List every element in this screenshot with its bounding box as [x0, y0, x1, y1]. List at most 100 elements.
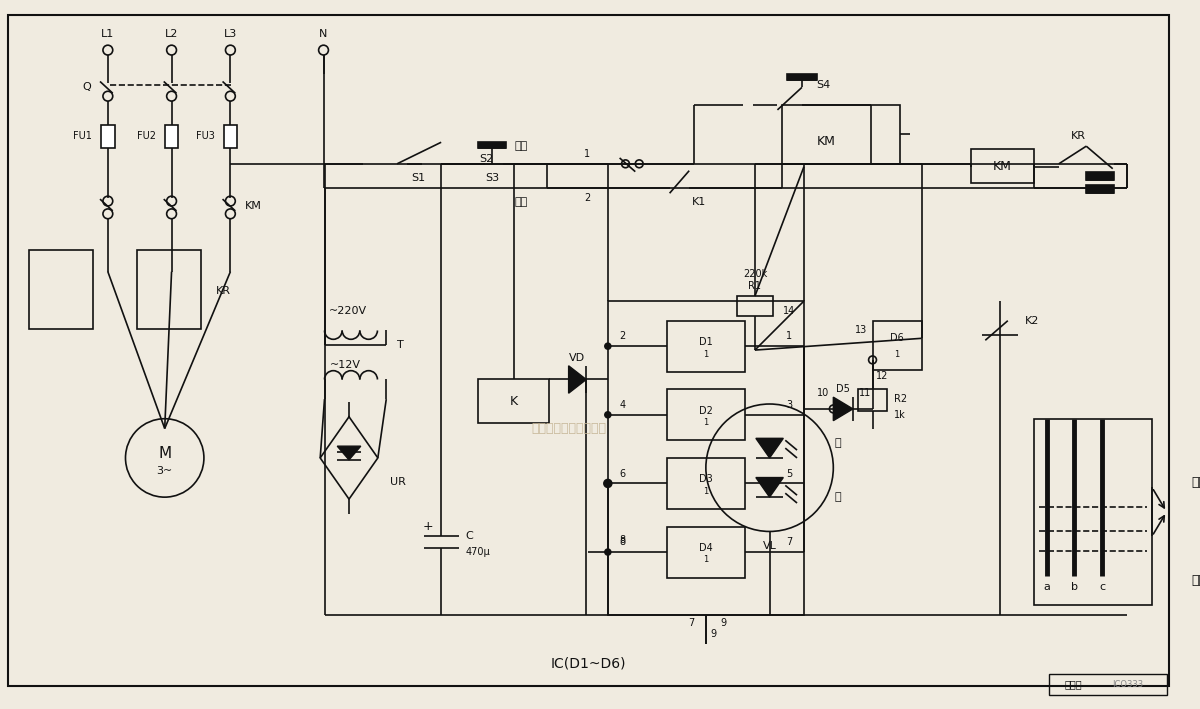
Circle shape	[605, 549, 611, 555]
Bar	[971, 149, 1034, 184]
Text: KR: KR	[1070, 131, 1086, 141]
Bar	[872, 320, 922, 369]
Circle shape	[605, 481, 611, 486]
Text: 5: 5	[786, 469, 792, 479]
Text: D1: D1	[698, 337, 713, 347]
Text: c: c	[1099, 582, 1105, 592]
Polygon shape	[337, 446, 361, 460]
Text: S1: S1	[412, 172, 426, 182]
Polygon shape	[833, 397, 853, 420]
Bar	[667, 458, 745, 509]
Text: IC(D1~D6): IC(D1~D6)	[551, 657, 626, 671]
Text: 10: 10	[817, 389, 829, 398]
Text: b: b	[1070, 582, 1078, 592]
Text: +: +	[422, 520, 433, 533]
Bar	[1034, 419, 1152, 605]
Text: 9: 9	[710, 630, 716, 640]
Polygon shape	[569, 366, 587, 393]
Text: 14: 14	[784, 306, 796, 316]
Circle shape	[604, 479, 612, 487]
Text: 自动: 自动	[514, 197, 528, 207]
Text: M: M	[158, 445, 172, 461]
Bar	[782, 105, 900, 164]
Circle shape	[605, 343, 611, 349]
Text: D3: D3	[698, 474, 713, 484]
Text: FU1: FU1	[73, 131, 92, 141]
Text: 1: 1	[703, 350, 708, 359]
Text: 1: 1	[703, 418, 708, 427]
Text: 4: 4	[619, 400, 625, 410]
Text: 6: 6	[619, 469, 625, 479]
Text: 1k: 1k	[894, 410, 906, 420]
Text: 7: 7	[688, 618, 695, 627]
Bar	[479, 143, 506, 148]
Text: a: a	[1044, 582, 1050, 592]
Text: FU2: FU2	[137, 131, 156, 141]
Text: KR: KR	[216, 286, 230, 296]
Text: 手动: 手动	[514, 141, 528, 151]
Text: 220k: 220k	[743, 269, 767, 279]
Bar	[1086, 185, 1114, 194]
Bar	[223, 125, 238, 148]
Text: S2: S2	[479, 154, 493, 164]
Text: 3: 3	[786, 400, 792, 410]
Bar	[30, 250, 94, 328]
Bar	[667, 320, 745, 372]
Text: S3: S3	[485, 172, 499, 182]
Text: 1: 1	[786, 331, 792, 341]
Text: KM: KM	[245, 201, 262, 211]
Text: 9: 9	[720, 618, 726, 627]
Bar	[667, 527, 745, 578]
Bar	[608, 301, 804, 615]
Text: D2: D2	[698, 406, 713, 416]
Text: KM: KM	[817, 135, 836, 147]
Text: L2: L2	[164, 29, 179, 40]
Bar	[737, 296, 773, 316]
Bar	[1086, 172, 1114, 179]
Text: L1: L1	[101, 29, 114, 40]
Text: D5: D5	[836, 384, 850, 394]
Bar	[137, 250, 200, 328]
Text: K: K	[510, 395, 517, 408]
Text: 水池: 水池	[1192, 574, 1200, 587]
Text: 13: 13	[854, 325, 866, 335]
Text: ICO333: ICO333	[1112, 680, 1142, 689]
Polygon shape	[756, 478, 784, 497]
Bar	[101, 125, 115, 148]
Text: 470μ: 470μ	[466, 547, 491, 557]
Bar	[479, 379, 550, 423]
Text: UR: UR	[390, 477, 406, 488]
Text: C: C	[466, 531, 474, 542]
Text: 红: 红	[835, 492, 841, 502]
Text: 11: 11	[858, 389, 871, 398]
Text: 1: 1	[703, 487, 708, 496]
Text: FU3: FU3	[196, 131, 215, 141]
Text: Q: Q	[82, 82, 91, 92]
Bar	[1049, 674, 1166, 696]
Text: T: T	[397, 340, 404, 350]
Text: VD: VD	[569, 353, 586, 363]
Text: 电极: 电极	[1192, 476, 1200, 489]
Text: N: N	[319, 29, 328, 40]
Text: D4: D4	[698, 543, 713, 553]
Text: 2: 2	[584, 193, 590, 203]
Text: 3~: 3~	[156, 466, 173, 476]
Bar	[858, 389, 887, 411]
Text: D6: D6	[890, 333, 904, 343]
Text: R2: R2	[894, 394, 907, 404]
Bar	[787, 74, 817, 81]
Bar	[164, 125, 179, 148]
Text: KM: KM	[992, 160, 1012, 173]
Text: VL: VL	[763, 541, 776, 551]
Text: K1: K1	[692, 197, 706, 207]
Text: ~12V: ~12V	[330, 359, 360, 370]
Circle shape	[605, 412, 611, 418]
Text: 8: 8	[619, 535, 625, 545]
Text: S4: S4	[817, 80, 830, 90]
Text: 8: 8	[619, 537, 625, 547]
Polygon shape	[756, 438, 784, 458]
Text: 1: 1	[584, 149, 590, 159]
Text: ~220V: ~220V	[329, 306, 367, 316]
Text: 7: 7	[786, 537, 792, 547]
Text: L3: L3	[223, 29, 238, 40]
